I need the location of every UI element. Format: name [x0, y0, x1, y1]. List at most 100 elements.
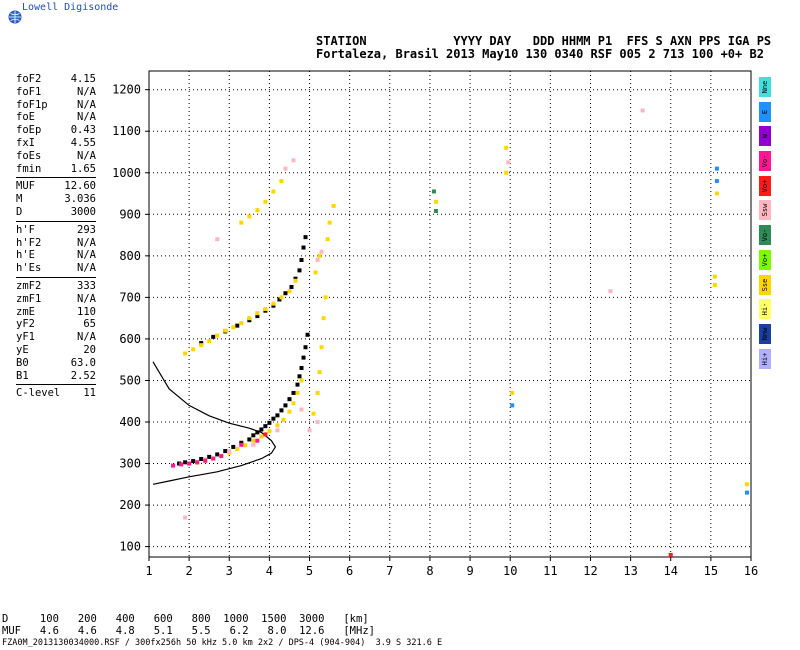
- echo-point: [247, 214, 252, 219]
- param-row: foF1 N/A: [16, 86, 96, 99]
- echo-point: [235, 447, 240, 451]
- legend-label: Ssw: [761, 204, 769, 217]
- echo-point: [287, 397, 292, 402]
- x-tick-label: 1: [145, 564, 152, 578]
- plot-frame: [148, 70, 752, 558]
- legend-swatch: Hi-: [759, 299, 771, 320]
- echo-point: [319, 345, 324, 350]
- param-name: h'E: [16, 249, 35, 262]
- legend-swatch: Vo-: [759, 225, 771, 246]
- y-tick-label: 100: [119, 540, 141, 554]
- echo-point: [317, 370, 322, 375]
- x-tick-label: 12: [583, 564, 597, 578]
- echo-point: [299, 407, 304, 412]
- legend-label: Hi-: [761, 302, 769, 316]
- echo-point: [239, 220, 244, 225]
- param-row: zmF1 N/A: [16, 293, 96, 306]
- param-value: 20: [83, 343, 96, 356]
- echo-point: [215, 452, 220, 457]
- param-separator: [16, 276, 96, 278]
- param-row: h'F 293: [16, 224, 96, 237]
- x-tick-label: 3: [226, 564, 233, 578]
- echo-point: [239, 440, 244, 445]
- echo-point: [223, 328, 228, 333]
- legend-label: E: [761, 109, 769, 114]
- param-value: 65: [83, 318, 96, 331]
- echo-point: [287, 409, 292, 414]
- echo-point: [271, 416, 276, 421]
- echo-point: [211, 456, 216, 461]
- legend-label: Vo-: [761, 154, 769, 168]
- echo-point: [195, 460, 200, 465]
- param-separator: [16, 384, 96, 386]
- legend-swatch: Vo-: [759, 151, 771, 172]
- echo-point: [183, 460, 188, 465]
- param-value: N/A: [77, 249, 96, 262]
- echo-point: [267, 420, 272, 425]
- echo-point: [293, 278, 298, 283]
- param-value: 0.43: [70, 124, 96, 137]
- station-header: STATION YYYY DAY DDD HHMM P1 FFS S AXN P…: [316, 35, 771, 61]
- echo-point: [301, 245, 306, 250]
- echo-point: [281, 417, 286, 422]
- echo-point: [255, 208, 260, 213]
- echo-point: [271, 301, 276, 306]
- echo-point: [275, 413, 280, 418]
- echo-point: [303, 235, 308, 240]
- header-line-2: Fortaleza, Brasil 2013 May10 130 0340 RS…: [316, 47, 764, 61]
- param-row: h'E N/A: [16, 249, 96, 262]
- echo-point: [211, 334, 216, 339]
- echo-point: [291, 158, 296, 163]
- param-name: zmE: [16, 305, 35, 318]
- echo-point: [608, 289, 613, 294]
- legend-label: Sse: [761, 278, 769, 291]
- param-value: N/A: [77, 331, 96, 344]
- param-name: B1: [16, 369, 29, 382]
- echo-point: [183, 351, 188, 356]
- echo-point: [279, 179, 284, 184]
- echo-point: [251, 438, 256, 443]
- param-name: foF2: [16, 73, 42, 85]
- echo-point: [283, 291, 288, 296]
- parameter-panel: foF2 4.15 foF1 N/A foF1p N/A foE N/A foEp 0.43 fxI…: [16, 73, 96, 400]
- echo-point: [177, 461, 182, 466]
- param-value: 3000: [70, 205, 96, 218]
- echo-point: [219, 454, 224, 459]
- legend-swatch: Vo+: [759, 249, 771, 270]
- echo-point: [255, 438, 260, 443]
- echo-point: [283, 403, 288, 408]
- x-tick-label: 15: [704, 564, 718, 578]
- y-tick-label: 900: [119, 207, 141, 221]
- param-name: fmin: [16, 162, 42, 175]
- echo-point: [227, 449, 232, 454]
- param-value: 11: [83, 387, 96, 400]
- echo-point: [275, 423, 280, 428]
- echo-point: [199, 341, 204, 346]
- echo-point: [315, 390, 320, 395]
- echo-point: [255, 311, 260, 316]
- param-value: 1.65: [70, 162, 96, 175]
- echo-point: [291, 401, 296, 406]
- y-tick-label: 800: [119, 249, 141, 263]
- legend-label: Vo+: [761, 253, 769, 267]
- echo-point: [243, 443, 248, 448]
- legend-label: Nne: [761, 80, 769, 94]
- echo-point: [231, 325, 236, 330]
- echo-point: [263, 424, 268, 429]
- echo-point: [510, 403, 515, 408]
- echo-point: [247, 318, 252, 323]
- logo: Lowell Digisonde: [8, 2, 228, 24]
- echo-point: [275, 428, 280, 433]
- legend-label: Hi+: [761, 352, 769, 365]
- param-value: 2.52: [70, 369, 96, 382]
- echo-point: [287, 289, 292, 294]
- echo-point: [307, 428, 312, 433]
- x-tick-label: 2: [186, 564, 193, 578]
- legend-label: W: [761, 134, 769, 139]
- echo-point: [299, 258, 304, 262]
- echo-point: [301, 355, 306, 360]
- param-name: MUF: [16, 180, 35, 193]
- param-name: yF2: [16, 318, 35, 331]
- param-row: M 3.036: [16, 193, 96, 206]
- x-tick-label: 14: [664, 564, 678, 578]
